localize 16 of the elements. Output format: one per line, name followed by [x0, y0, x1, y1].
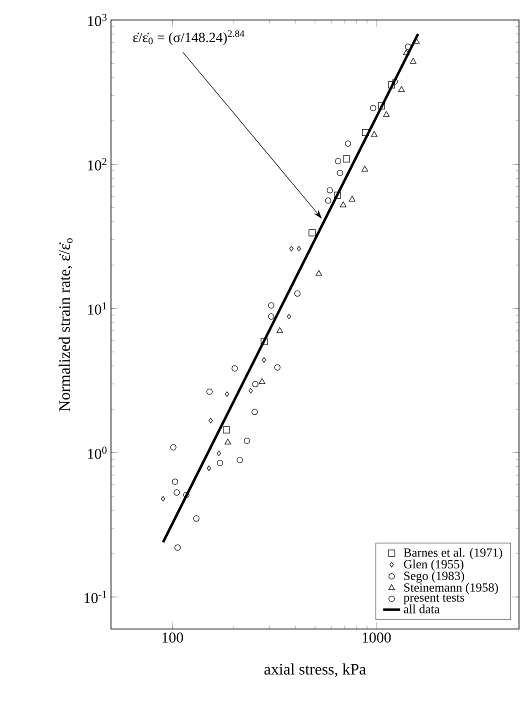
legend-label: Barnes et al. (1971) — [404, 548, 502, 560]
legend-label: Steinemann (1958) — [404, 582, 498, 594]
x-tick-label: 1000 — [362, 632, 391, 643]
legend-label: Sego (1983) — [404, 571, 464, 583]
x-tick-label: 100 — [162, 632, 184, 643]
legend-label: all data — [404, 604, 440, 614]
legend-label: present tests — [404, 594, 464, 604]
legend-label: Glen (1955) — [404, 560, 464, 571]
x-axis-title: axial stress, kPa — [264, 663, 366, 677]
y-tick-label: 10$^{-1}$ — [84, 590, 106, 604]
y-tick-label: 10$^{0}$ — [88, 446, 107, 459]
y-axis-title: Normalized strain rate, ε̇/ε̇$_{o}$ — [58, 238, 73, 412]
y-tick-label: 10$^{1}$ — [88, 302, 106, 315]
y-tick-label: 10$^{2}$ — [88, 158, 106, 170]
annotation: ε̇/ε̇$_{0}$ = (σ/148.24)$^{2.84}$ — [133, 30, 244, 45]
y-tick-label: 10$^{3}$ — [88, 14, 107, 26]
